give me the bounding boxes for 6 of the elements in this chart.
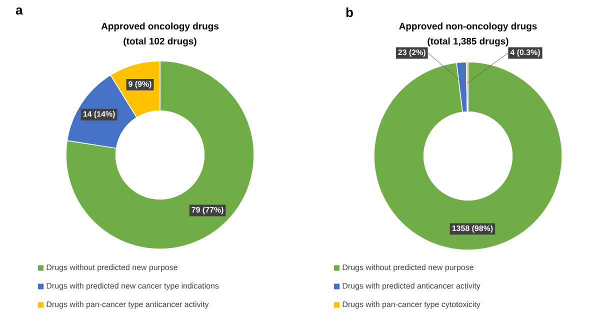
text: b <box>346 8 353 18</box>
chart-subtitle: (total 1,385 drugs) <box>428 38 508 46</box>
chart-title: Approved oncology drugs <box>101 22 219 32</box>
text: a <box>16 8 23 15</box>
chart-subtitle: (total 102 drugs) <box>124 38 196 46</box>
chart-title: Approved non-oncology drugs <box>399 22 537 32</box>
